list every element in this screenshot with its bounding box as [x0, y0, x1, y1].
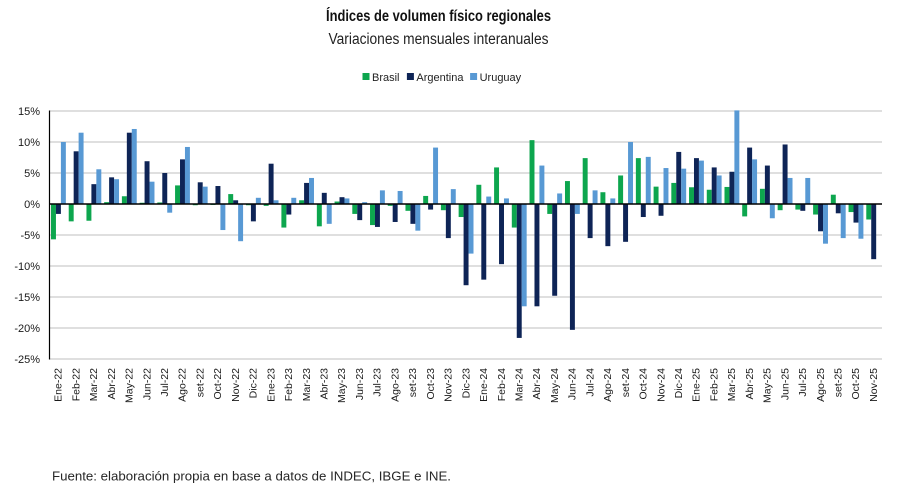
svg-text:15%: 15%	[18, 106, 40, 118]
svg-text:Jul-24: Jul-24	[584, 368, 596, 397]
svg-text:Índices de volumen físico regi: Índices de volumen físico regionales	[326, 8, 551, 25]
svg-text:Jun-23: Jun-23	[354, 368, 366, 400]
svg-text:-15%: -15%	[14, 292, 40, 304]
svg-text:set-22: set-22	[194, 368, 206, 397]
svg-text:set-23: set-23	[407, 368, 419, 397]
svg-text:May-24: May-24	[549, 368, 561, 403]
svg-text:Mar-24: Mar-24	[513, 368, 525, 401]
svg-text:Argentina: Argentina	[416, 72, 464, 84]
svg-text:Feb-23: Feb-23	[283, 368, 295, 401]
svg-text:Variaciones mensuales interanu: Variaciones mensuales interanuales	[329, 31, 549, 48]
svg-text:10%: 10%	[18, 137, 40, 149]
svg-text:Mar-25: Mar-25	[726, 368, 738, 401]
svg-text:Feb-25: Feb-25	[708, 368, 720, 401]
svg-text:Dic-24: Dic-24	[673, 368, 685, 399]
svg-text:Ago-24: Ago-24	[602, 368, 614, 402]
svg-text:Oct-22: Oct-22	[212, 368, 224, 400]
svg-text:Abr-22: Abr-22	[106, 368, 118, 400]
svg-text:Nov-24: Nov-24	[655, 368, 667, 402]
svg-text:Ene-22: Ene-22	[53, 368, 65, 402]
svg-text:May-23: May-23	[336, 368, 348, 403]
svg-text:Jun-24: Jun-24	[567, 368, 579, 400]
svg-text:5%: 5%	[24, 168, 40, 180]
svg-text:Oct-24: Oct-24	[638, 368, 650, 400]
svg-text:Nov-23: Nov-23	[443, 368, 455, 402]
svg-text:Dic-22: Dic-22	[248, 368, 260, 399]
svg-text:set-25: set-25	[832, 368, 844, 397]
svg-text:Ene-24: Ene-24	[478, 368, 490, 402]
svg-text:-5%: -5%	[20, 230, 40, 242]
svg-text:Jun-22: Jun-22	[141, 368, 153, 400]
svg-text:-10%: -10%	[14, 261, 40, 273]
svg-text:Feb-22: Feb-22	[70, 368, 82, 401]
svg-text:0%: 0%	[24, 199, 40, 211]
svg-text:Feb-24: Feb-24	[496, 368, 508, 401]
svg-text:Ago-23: Ago-23	[389, 368, 401, 402]
svg-text:Uruguay: Uruguay	[480, 72, 522, 84]
svg-text:Ago-25: Ago-25	[815, 368, 827, 402]
svg-text:Abr-25: Abr-25	[744, 368, 756, 400]
svg-text:Nov-22: Nov-22	[230, 368, 242, 402]
svg-text:Dic-23: Dic-23	[460, 368, 472, 399]
svg-text:Mar-23: Mar-23	[301, 368, 313, 401]
svg-text:Mar-22: Mar-22	[88, 368, 100, 401]
svg-text:Fuente: elaboración propia en: Fuente: elaboración propia en base a dat…	[52, 469, 451, 484]
svg-text:Brasil: Brasil	[372, 72, 400, 84]
svg-text:set-24: set-24	[620, 368, 632, 397]
svg-text:Jun-25: Jun-25	[779, 368, 791, 400]
svg-text:Jul-25: Jul-25	[797, 368, 809, 397]
svg-text:-20%: -20%	[14, 323, 40, 335]
svg-text:May-25: May-25	[762, 368, 774, 403]
svg-text:-25%: -25%	[14, 354, 40, 366]
svg-text:Oct-23: Oct-23	[425, 368, 437, 400]
svg-text:Abr-23: Abr-23	[319, 368, 331, 400]
svg-text:Ago-22: Ago-22	[177, 368, 189, 402]
svg-text:Abr-24: Abr-24	[531, 368, 543, 400]
svg-text:Oct-25: Oct-25	[850, 368, 862, 400]
svg-text:Ene-25: Ene-25	[691, 368, 703, 402]
svg-text:May-22: May-22	[124, 368, 136, 403]
svg-text:Jul-22: Jul-22	[159, 368, 171, 397]
svg-text:Jul-23: Jul-23	[372, 368, 384, 397]
svg-text:Nov-25: Nov-25	[868, 368, 880, 402]
svg-text:Ene-23: Ene-23	[265, 368, 277, 402]
